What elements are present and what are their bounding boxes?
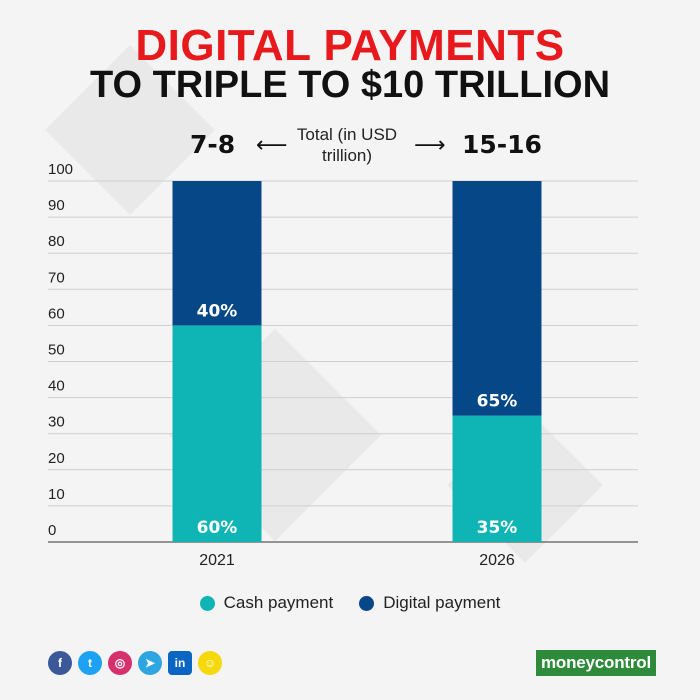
y-tick-label: 10	[48, 486, 65, 503]
brand-logo[interactable]: moneycontrol	[536, 650, 657, 676]
x-tick-label: 2021	[199, 552, 235, 569]
total-note: Total (in USD trillion)	[296, 125, 398, 165]
y-tick-label: 60	[48, 305, 65, 322]
y-tick-label: 90	[48, 197, 65, 214]
x-tick-label: 2026	[479, 552, 515, 569]
y-tick-label: 40	[48, 378, 65, 395]
right-arrow-icon: ⟶	[414, 133, 446, 158]
left-arrow-icon: ⟵	[256, 133, 288, 158]
legend-item-cash: Cash payment	[199, 593, 334, 613]
legend-label-digital: Digital payment	[383, 593, 501, 612]
bar-digital-2021	[172, 181, 262, 326]
legend: Cash payment Digital payment	[0, 593, 700, 613]
total-2026-value: 15-16	[462, 130, 542, 159]
bar-cash-2021	[172, 325, 262, 542]
data-label-digital-2026: 65%	[477, 392, 518, 412]
y-tick-label: 50	[48, 342, 65, 359]
snapchat-icon[interactable]: ☺	[198, 651, 222, 675]
data-label-digital-2021: 40%	[197, 301, 238, 321]
bar-cash-2026	[452, 415, 542, 542]
title-line-2: TO TRIPLE TO $10 TRILLION	[89, 64, 611, 106]
title-line-1: DIGITAL PAYMENTS	[135, 21, 565, 70]
instagram-icon[interactable]: ◎	[108, 651, 132, 675]
data-label-cash-2026: 35%	[477, 518, 518, 538]
social-icons: f t ◎ ➤ in ☺	[48, 651, 222, 675]
bar-digital-2026	[452, 181, 542, 416]
legend-item-digital: Digital payment	[359, 593, 500, 613]
facebook-icon[interactable]: f	[48, 651, 72, 675]
y-tick-label: 20	[48, 450, 65, 467]
y-tick-label: 100	[48, 161, 73, 178]
telegram-icon[interactable]: ➤	[138, 651, 162, 675]
y-tick-label: 70	[48, 269, 65, 286]
y-tick-label: 0	[48, 522, 56, 539]
total-2021-value: 7-8	[190, 130, 236, 159]
linkedin-icon[interactable]: in	[168, 651, 192, 675]
legend-label-cash: Cash payment	[223, 593, 334, 612]
legend-swatch-cash	[199, 595, 215, 611]
y-tick-label: 80	[48, 233, 65, 250]
twitter-icon[interactable]: t	[78, 651, 102, 675]
y-tick-label: 30	[48, 414, 65, 431]
legend-swatch-digital	[359, 595, 375, 611]
data-label-cash-2021: 60%	[197, 518, 238, 538]
